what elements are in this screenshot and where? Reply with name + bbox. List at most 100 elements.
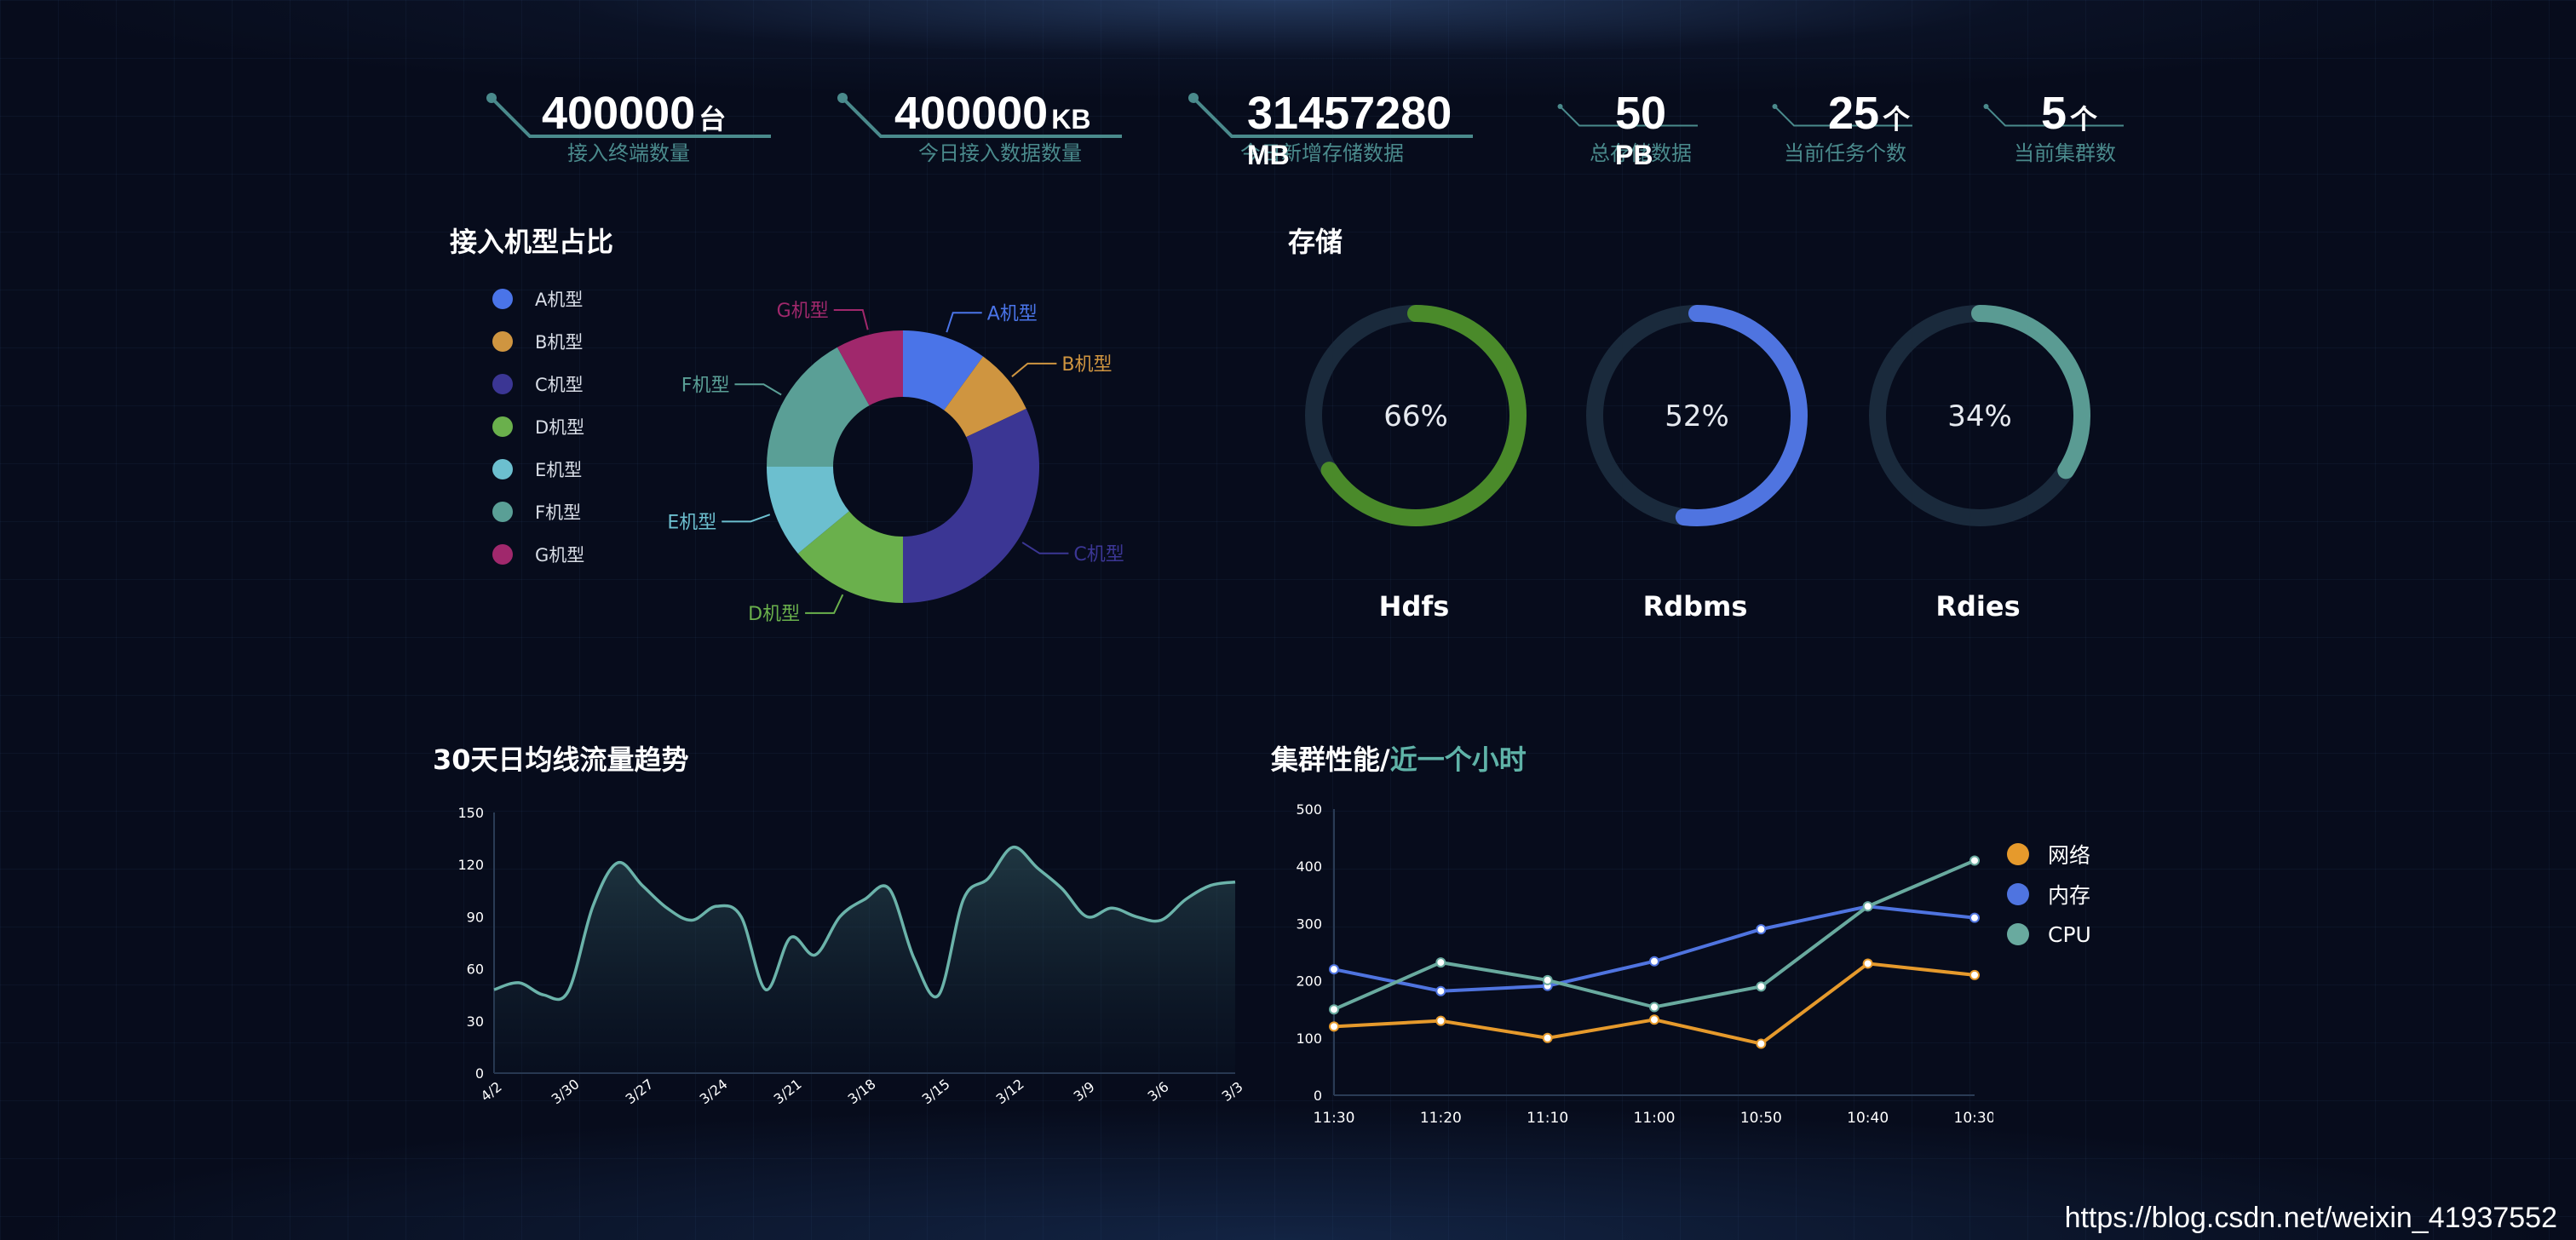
legend-item-e[interactable]: E机型 <box>492 455 582 484</box>
pie-label-line <box>722 514 771 523</box>
stat-unit: 个 <box>2070 104 2098 135</box>
trend-area <box>494 847 1235 1073</box>
gauge-value: 52% <box>1665 399 1729 433</box>
pie-label-line <box>1021 542 1069 554</box>
perf-x-tick: 10:40 <box>1847 1110 1889 1127</box>
trend-chart: 0 30 60 90 120 150 4/2 3/30 3/27 3/24 3/21 3/18 3/15… <box>457 805 1245 1107</box>
legend-dot-icon <box>2007 923 2029 945</box>
perf-x-tick: 10:30 <box>1954 1110 1994 1127</box>
legend-item-a[interactable]: A机型 <box>492 284 583 313</box>
stat-value: 50 <box>1615 88 1667 139</box>
perf-y-tick: 0 <box>1314 1088 1322 1104</box>
legend-label: A机型 <box>535 290 584 310</box>
perf-point-cpu[interactable] <box>1756 981 1767 992</box>
perf-point-cpu[interactable] <box>1649 1002 1659 1013</box>
stat-label: 今日新增存储数据 <box>1240 141 1404 165</box>
trend-x-tick: 3/9 <box>1071 1078 1098 1105</box>
pie-slice-label: B机型 <box>1061 354 1112 376</box>
perf-point-network[interactable] <box>1435 1015 1446 1026</box>
stat-label: 当前任务个数 <box>1784 141 1906 165</box>
perf-line-memory <box>1333 904 1975 993</box>
perf-legend-cpu[interactable]: CPU <box>2007 919 2091 950</box>
perf-point-memory[interactable] <box>1969 912 1980 923</box>
perf-point-cpu[interactable] <box>1542 974 1553 985</box>
legend-label: D机型 <box>535 417 585 438</box>
perf-point-memory[interactable] <box>1649 956 1659 967</box>
trend-y-tick: 90 <box>467 909 484 925</box>
legend-label: F机型 <box>535 502 582 523</box>
pie-slice-c[interactable] <box>903 408 1039 603</box>
pie-slice-d[interactable] <box>797 511 903 603</box>
gauge-value: 66% <box>1383 399 1448 433</box>
perf-point-network[interactable] <box>1542 1032 1553 1043</box>
legend-label: G机型 <box>535 545 585 565</box>
pie-slice-label: C机型 <box>1073 544 1124 565</box>
perf-point-cpu[interactable] <box>1862 901 1873 912</box>
legend-item-d[interactable]: D机型 <box>492 412 584 441</box>
perf-legend-network[interactable]: 网络 <box>2007 839 2090 870</box>
perf-point-cpu[interactable] <box>1329 1004 1339 1015</box>
legend-item-b[interactable]: B机型 <box>492 327 583 356</box>
perf-title-main: 集群性能/ <box>1271 743 1390 776</box>
perf-y-tick: 200 <box>1296 973 1322 990</box>
stat-bracket-icon <box>1983 104 2124 127</box>
pie-slice-a[interactable] <box>903 330 984 410</box>
storage-gauges: 66% 52% 34% <box>1305 305 2090 526</box>
trend-x-tick: 3/24 <box>697 1076 731 1107</box>
pie-slice-b[interactable] <box>944 356 1026 438</box>
stat-bracket-icon <box>1557 104 1698 127</box>
perf-x-tick: 11:30 <box>1314 1110 1355 1127</box>
stat-unit: PB <box>1615 140 1653 170</box>
perf-point-cpu[interactable] <box>1435 957 1446 968</box>
pie-label-line <box>946 312 982 333</box>
perf-y-tick: 300 <box>1296 916 1322 932</box>
trend-x-tick: 4/2 <box>478 1078 505 1105</box>
legend-dot-icon <box>492 331 513 352</box>
pie-label-line <box>734 383 782 396</box>
gauge-label-hdfs: Hdfs <box>1378 590 1450 623</box>
perf-point-cpu[interactable] <box>1969 855 1980 866</box>
pie-slice-label: D机型 <box>748 604 800 625</box>
stat-label: 总存储数据 <box>1590 141 1692 165</box>
storage-title: 存储 <box>1288 226 1343 258</box>
bottom-glow <box>0 1104 2576 1240</box>
legend-dot-icon <box>492 374 513 394</box>
perf-x-tick: 11:10 <box>1527 1110 1568 1127</box>
legend-dot-icon <box>2007 883 2029 905</box>
performance-chart: 0 100 200 300 400 500 11:30 11:20 11:10 11:00 10:5… <box>1296 801 1994 1127</box>
legend-item-f[interactable]: F机型 <box>492 497 581 526</box>
legend-dot-icon <box>492 544 513 565</box>
legend-label: CPU <box>2048 921 2091 947</box>
perf-point-memory[interactable] <box>1329 964 1339 975</box>
perf-x-tick: 10:50 <box>1740 1110 1782 1127</box>
stat-unit: 台 <box>699 104 727 135</box>
pie-title: 接入机型占比 <box>450 226 614 258</box>
pie-slice-e[interactable] <box>767 467 849 554</box>
legend-item-g[interactable]: G机型 <box>492 540 584 569</box>
perf-point-memory[interactable] <box>1756 924 1767 935</box>
pie-label-line <box>833 308 869 330</box>
perf-point-memory[interactable] <box>1435 985 1446 996</box>
perf-x-tick: 11:00 <box>1634 1110 1676 1127</box>
perf-point-network[interactable] <box>1862 958 1873 969</box>
pie-slice-label: A机型 <box>987 303 1038 324</box>
trend-title: 30天日均线流量趋势 <box>433 743 689 776</box>
pie-slice-g[interactable] <box>837 330 903 406</box>
legend-label: E机型 <box>535 460 583 480</box>
legend-item-c[interactable]: C机型 <box>492 370 584 399</box>
perf-point-network[interactable] <box>1756 1038 1767 1049</box>
perf-point-network[interactable] <box>1329 1021 1339 1032</box>
perf-legend-memory[interactable]: 内存 <box>2007 879 2090 910</box>
trend-y-tick: 120 <box>457 857 484 873</box>
pie-slice-f[interactable] <box>767 347 870 467</box>
legend-dot-icon <box>492 502 513 522</box>
perf-point-network[interactable] <box>1649 1014 1659 1025</box>
perf-point-network[interactable] <box>1969 969 1980 980</box>
stat-label: 今日接入数据数量 <box>918 141 1082 165</box>
stat-bracket-icon <box>1188 93 1473 138</box>
stat-bracket-icon <box>486 93 771 138</box>
trend-y-tick: 150 <box>457 805 484 821</box>
legend-label: 内存 <box>2048 883 2091 908</box>
stat-unit: 个 <box>1883 104 1911 135</box>
